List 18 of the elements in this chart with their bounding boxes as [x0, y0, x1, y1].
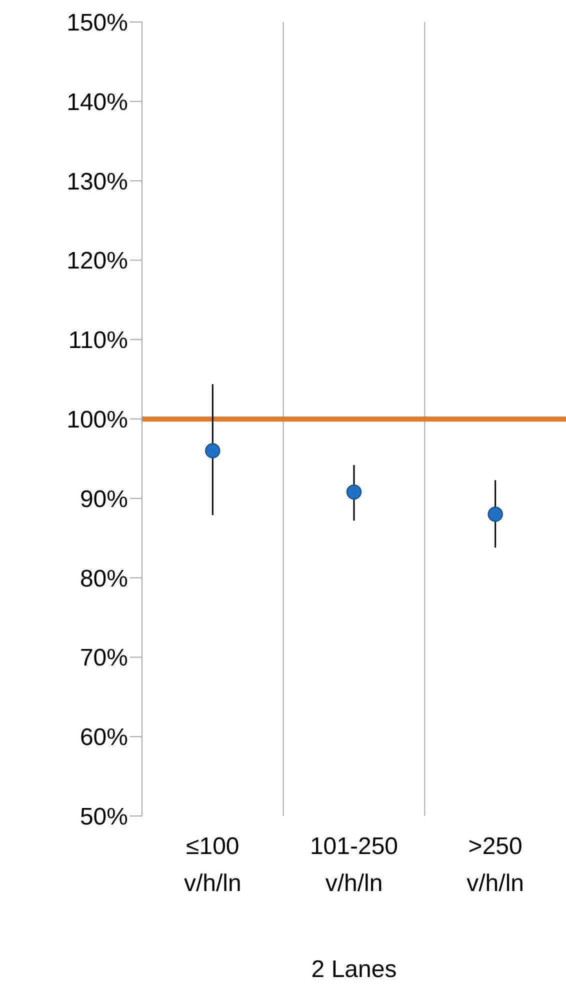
y-tick-label: 90%	[80, 486, 128, 513]
x-tick-label: ≤100 v/h/ln	[184, 833, 242, 897]
y-tick-label: 150%	[66, 10, 128, 37]
point	[488, 506, 503, 522]
point	[205, 443, 220, 458]
y-tick-label: 50%	[80, 804, 128, 831]
y-tick-label: 140%	[66, 88, 128, 116]
y-tick-label: 130%	[66, 168, 128, 196]
y-tick-label: 120%	[66, 248, 128, 275]
y-tick-label: 110%	[68, 327, 128, 354]
x-axis-title: 2 Lanes	[311, 956, 397, 983]
y-tick-label: 70%	[80, 644, 128, 672]
x-tick-label: 101-250 v/h/ln	[310, 833, 398, 897]
x-tick-label: >250 v/h/ln	[466, 833, 524, 897]
y-tick-label: 100%	[66, 406, 128, 434]
point	[346, 484, 362, 500]
y-tick-label: 80%	[80, 565, 128, 592]
y-tick-label: 60%	[80, 724, 128, 752]
